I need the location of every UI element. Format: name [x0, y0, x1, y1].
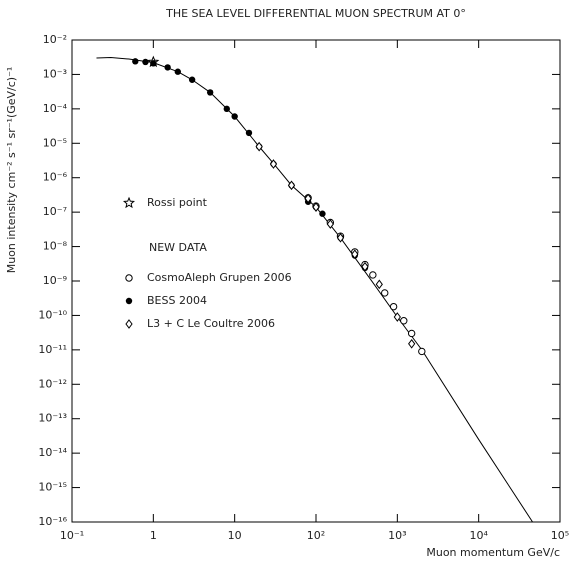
data-point	[188, 76, 196, 83]
y-tick-label: 10⁻⁷	[43, 205, 67, 218]
chart-title: THE SEA LEVEL DIFFERENTIAL MUON SPECTRUM…	[165, 7, 466, 20]
legend-label: Rossi point	[147, 196, 208, 209]
data-point	[418, 347, 426, 356]
legend-label: BESS 2004	[147, 294, 207, 307]
x-tick-label: 10	[228, 529, 242, 542]
data-point	[336, 232, 345, 243]
y-tick-label: 10⁻¹⁶	[38, 515, 67, 528]
data-point	[304, 193, 312, 204]
curve	[96, 57, 533, 523]
legend-label: L3 + C Le Coultre 2006	[147, 317, 275, 330]
data-point	[393, 312, 401, 322]
data-point	[206, 89, 214, 96]
y-tick-label: 10⁻¹⁰	[38, 308, 67, 321]
data-point	[245, 129, 253, 137]
data-point	[361, 261, 369, 272]
legend-heading: NEW DATA	[149, 241, 207, 254]
data-point	[150, 60, 157, 67]
legend-marker	[125, 297, 133, 305]
data-point	[132, 58, 139, 65]
x-axis-label: Muon momentum GeV/c	[426, 546, 560, 559]
y-tick-label: 10⁻¹⁴	[38, 446, 67, 459]
x-tick-label: 10⁴	[469, 529, 488, 542]
data-point	[312, 202, 320, 212]
x-tick-label: 1	[150, 529, 157, 542]
data-point	[326, 219, 334, 229]
data-point	[400, 317, 408, 325]
y-tick-label: 10⁻⁶	[43, 171, 68, 184]
y-tick-label: 10⁻¹²	[38, 377, 67, 390]
data-point	[408, 338, 416, 349]
data-point	[231, 113, 238, 120]
data-point	[174, 68, 182, 75]
data-point	[381, 289, 389, 297]
legend-label: CosmoAleph Grupen 2006	[147, 271, 292, 284]
y-tick-label: 10⁻⁴	[43, 102, 68, 115]
y-tick-label: 10⁻⁸	[43, 240, 68, 253]
data-point	[389, 302, 398, 311]
y-tick-label: 10⁻²	[43, 33, 67, 46]
y-tick-label: 10⁻⁹	[43, 274, 67, 287]
plot-frame	[71, 39, 561, 523]
data-point	[164, 64, 171, 71]
data-point	[255, 141, 263, 152]
data-point	[369, 271, 377, 279]
data-point	[351, 249, 359, 260]
data-point	[375, 279, 383, 290]
data-point	[223, 105, 230, 113]
data-point	[142, 58, 149, 66]
data-point	[269, 159, 278, 169]
legend-marker	[125, 274, 133, 282]
x-tick-label: 10³	[388, 529, 406, 542]
y-tick-label: 10⁻¹¹	[38, 343, 67, 356]
y-tick-label: 10⁻¹⁵	[38, 481, 67, 494]
legend-marker	[123, 196, 135, 209]
data-point	[287, 180, 296, 191]
legend-marker	[125, 319, 133, 329]
y-tick-label: 10⁻³	[43, 67, 67, 80]
data-point	[319, 210, 326, 217]
y-tick-label: 10⁻¹³	[38, 412, 67, 425]
x-tick-label: 10⁵	[551, 529, 569, 542]
y-tick-label: 10⁻⁵	[43, 136, 67, 149]
data-point	[407, 329, 416, 338]
y-axis-label: Muon intensity cm⁻² s⁻¹ sr⁻¹(GeV/c)⁻¹	[5, 67, 18, 274]
x-tick-label: 10⁻¹	[60, 529, 84, 542]
x-tick-label: 10²	[307, 529, 325, 542]
